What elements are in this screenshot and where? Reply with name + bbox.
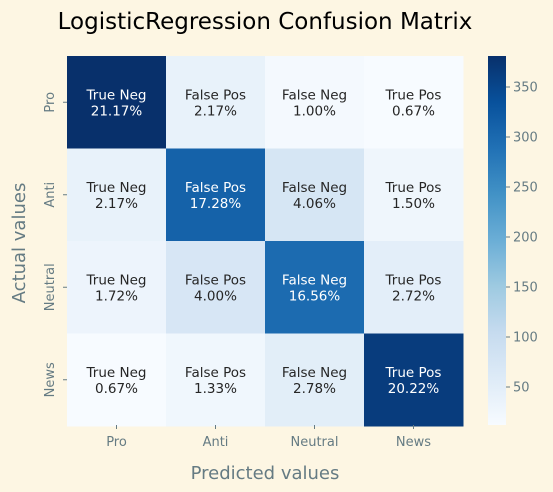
cell-label: True Neg	[86, 365, 147, 381]
cell-label: True Pos	[385, 272, 442, 288]
cell-percent: 16.56%	[289, 288, 341, 304]
cell-percent: 21.17%	[91, 103, 143, 119]
cell-percent: 0.67%	[392, 103, 435, 119]
cell-percent: 4.00%	[194, 288, 237, 304]
heatmap-cell	[166, 148, 266, 242]
heatmap-cell	[265, 241, 365, 334]
heatmap-cell	[67, 56, 167, 149]
cell-percent: 1.33%	[194, 381, 237, 397]
heatmap-cell	[166, 333, 266, 427]
cell-percent: 2.17%	[194, 103, 237, 119]
x-tick-label: Neutral	[291, 435, 339, 450]
cell-percent: 17.28%	[190, 196, 242, 212]
y-axis-label: Actual values	[9, 183, 30, 304]
heatmap-cell	[364, 56, 464, 149]
cell-percent: 2.78%	[293, 381, 336, 397]
colorbar-tick-label: 100	[513, 331, 538, 346]
cell-percent: 0.67%	[95, 381, 138, 397]
heatmap-cell	[67, 241, 167, 334]
cell-percent: 2.17%	[95, 196, 138, 212]
cell-label: True Pos	[385, 365, 442, 381]
cell-percent: 4.06%	[293, 196, 336, 212]
cell-percent: 1.50%	[392, 196, 435, 212]
x-axis-label: Predicted values	[191, 463, 340, 484]
cell-label: False Neg	[282, 272, 347, 288]
cell-label: False Pos	[185, 272, 246, 288]
colorbar-tick-label: 200	[513, 231, 538, 246]
cell-percent: 2.72%	[392, 288, 435, 304]
y-tick-label: Anti	[43, 182, 58, 208]
cell-label: True Pos	[385, 180, 442, 196]
x-tick-label: Anti	[203, 435, 229, 450]
heatmap-cells	[67, 56, 464, 427]
cell-label: True Pos	[385, 87, 442, 103]
heatmap-cell	[265, 333, 365, 427]
cell-percent: 1.00%	[293, 103, 336, 119]
x-tick-label: Pro	[106, 435, 127, 450]
colorbar-ticks: 50 100 150 200 250 300 350	[506, 81, 538, 396]
cell-percent: 20.22%	[388, 381, 440, 397]
cell-label: True Neg	[86, 272, 147, 288]
cell-label: False Neg	[282, 365, 347, 381]
heatmap-cell	[265, 56, 365, 149]
heatmap-cell	[67, 148, 167, 242]
y-tick-label: Neutral	[43, 263, 58, 311]
heatmap-cell	[67, 333, 167, 427]
heatmap-cell	[166, 56, 266, 149]
x-tick-label: News	[396, 435, 431, 450]
heatmap-cell	[265, 148, 365, 242]
heatmap-cell	[364, 333, 464, 427]
cell-label: False Pos	[185, 87, 246, 103]
y-axis-ticks: Pro Anti Neutral News	[43, 92, 67, 397]
colorbar-tick-label: 300	[513, 131, 538, 146]
heatmap-cell	[364, 241, 464, 334]
colorbar-tick-label: 150	[513, 281, 538, 296]
colorbar-tick-label: 50	[513, 381, 530, 396]
chart-title: LogisticRegression Confusion Matrix	[58, 9, 473, 35]
cell-label: False Pos	[185, 365, 246, 381]
cell-label: True Neg	[86, 180, 147, 196]
cell-label: False Pos	[185, 180, 246, 196]
cell-percent: 1.72%	[95, 288, 138, 304]
colorbar-tick-label: 350	[513, 81, 538, 96]
heatmap-cell	[364, 148, 464, 242]
colorbar	[488, 56, 506, 425]
y-tick-label: Pro	[43, 92, 58, 113]
cell-label: True Neg	[86, 87, 147, 103]
colorbar-tick-label: 250	[513, 181, 538, 196]
cell-label: False Neg	[282, 87, 347, 103]
cell-label: False Neg	[282, 180, 347, 196]
x-axis-ticks: Pro Anti Neutral News	[106, 425, 431, 450]
y-tick-label: News	[43, 362, 58, 397]
heatmap-cell	[166, 241, 266, 334]
